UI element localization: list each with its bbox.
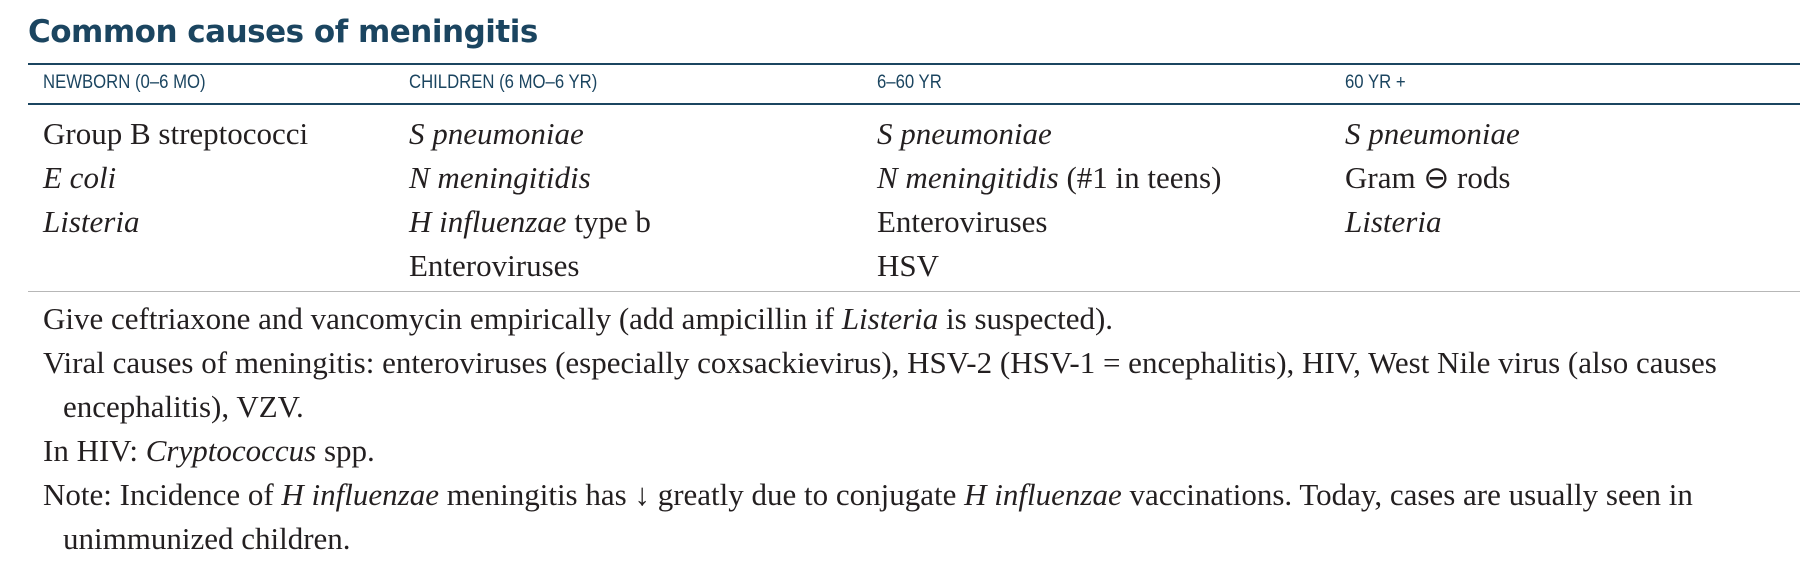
cell-adult-3: Enteroviruses <box>877 204 1048 239</box>
column-header-children: CHILDREN (6 MO–6 YR) <box>409 72 598 93</box>
cell-children-3: H influenzae type b <box>409 204 651 239</box>
cell-adult-1: S pneumoniae <box>877 116 1052 151</box>
notes-section: Give ceftriaxone and vancomycin empirica… <box>43 297 1793 561</box>
cell-newborn-1: Group B streptococci <box>43 116 309 151</box>
notes-divider <box>28 291 1800 292</box>
cell-newborn-2: E coli <box>43 160 117 195</box>
title-divider <box>28 63 1800 65</box>
table-title: Common causes of meningitis <box>28 14 538 50</box>
cell-elderly-3: Listeria <box>1345 204 1442 239</box>
cell-children-2: N meningitidis <box>409 160 591 195</box>
cell-children-1: S pneumoniae <box>409 116 584 151</box>
column-header-60yr-plus: 60 YR + <box>1345 72 1406 93</box>
header-divider <box>28 103 1800 105</box>
note-empiric-therapy: Give ceftriaxone and vancomycin empirica… <box>43 301 1114 336</box>
cell-children-4: Enteroviruses <box>409 248 580 283</box>
cell-adult-2: N meningitidis (#1 in teens) <box>877 160 1222 195</box>
cell-newborn-3: Listeria <box>43 204 140 239</box>
cell-elderly-2: Gram ⊖ rods <box>1345 160 1511 195</box>
column-header-newborn: NEWBORN (0–6 MO) <box>43 72 206 93</box>
note-h-influenzae: Note: Incidence of H influenzae meningit… <box>43 477 1693 556</box>
note-viral-causes: Viral causes of meningitis: enteroviruse… <box>43 345 1717 424</box>
note-hiv: In HIV: Cryptococcus spp. <box>43 433 375 468</box>
cell-adult-4: HSV <box>877 248 940 283</box>
cell-elderly-1: S pneumoniae <box>1345 116 1520 151</box>
column-header-6-60yr: 6–60 YR <box>877 72 942 93</box>
